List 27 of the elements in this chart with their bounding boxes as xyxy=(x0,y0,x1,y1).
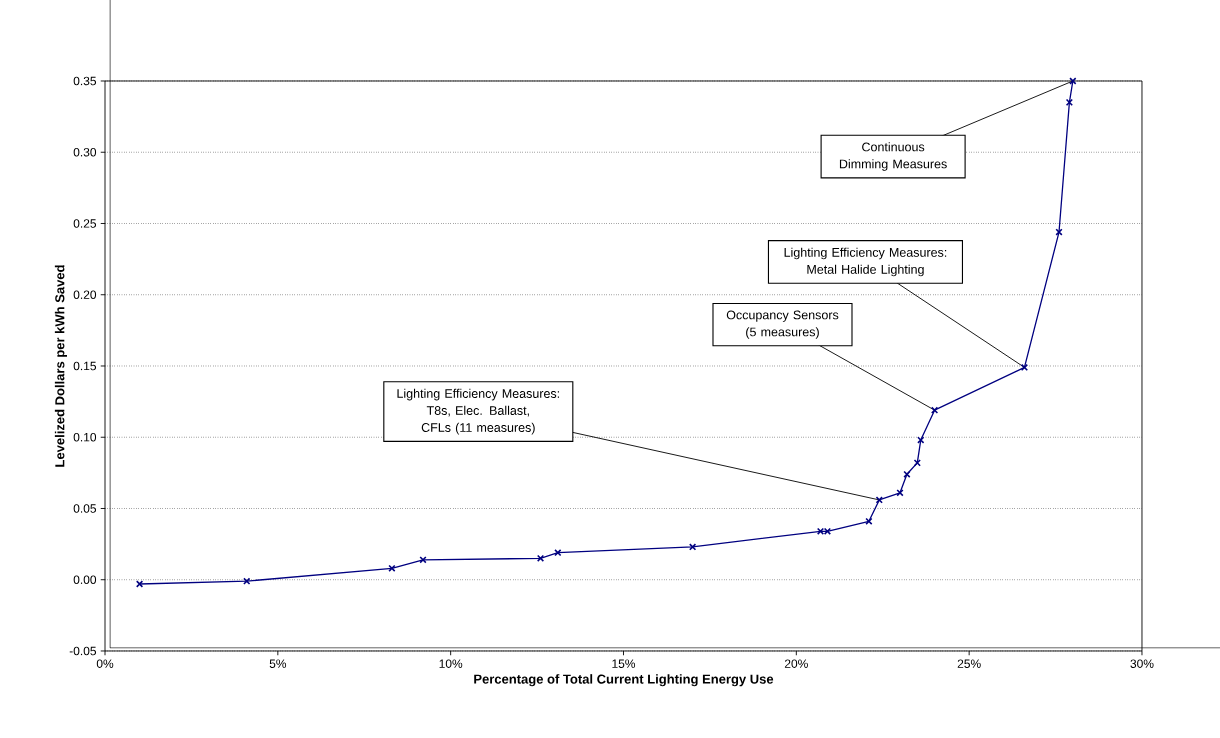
x-tick-label: 0% xyxy=(96,659,114,668)
annotation: Continuous Dimming Measures xyxy=(839,142,947,171)
point xyxy=(243,577,251,585)
y-axis-title: Levelized Dollars per kWh Saved xyxy=(54,265,67,467)
x-tick-label: 10% xyxy=(439,659,463,668)
y-tick-label: 0.35 xyxy=(73,76,97,86)
point xyxy=(1020,363,1029,372)
x-tick-label: 20% xyxy=(784,659,808,668)
x-tick-label: 5% xyxy=(269,659,287,668)
x-tick-label: 25% xyxy=(957,659,981,668)
y-tick-label: 0.25 xyxy=(73,219,97,228)
y-tick-label: -0.05 xyxy=(69,646,97,656)
point xyxy=(1055,228,1063,236)
point xyxy=(536,554,545,562)
y-tick-label: 0.00 xyxy=(73,575,97,584)
y-tick-label: 0.20 xyxy=(73,290,97,299)
y-tick-label: 0.15 xyxy=(73,361,97,371)
x-axis-title: Percentage of Total Current Lighting Energy Use xyxy=(474,674,774,687)
y-tick-label: 0.05 xyxy=(73,504,97,513)
annotation: Lighting Efficiency Measures: T8s, Elec. Ballast, CFLs (11 measures) xyxy=(397,388,560,435)
y-tick-label: 0.30 xyxy=(73,148,97,157)
annotation: Occupancy Sensors (5 measures) xyxy=(726,310,839,339)
point xyxy=(1065,98,1074,106)
x-tick-label: 30% xyxy=(1130,659,1154,668)
y-tick-label: 0.10 xyxy=(73,432,97,442)
annotation: Lighting Efficiency Measures: Metal Halide Lighting xyxy=(784,247,947,277)
x-tick-label: 15% xyxy=(612,659,636,668)
